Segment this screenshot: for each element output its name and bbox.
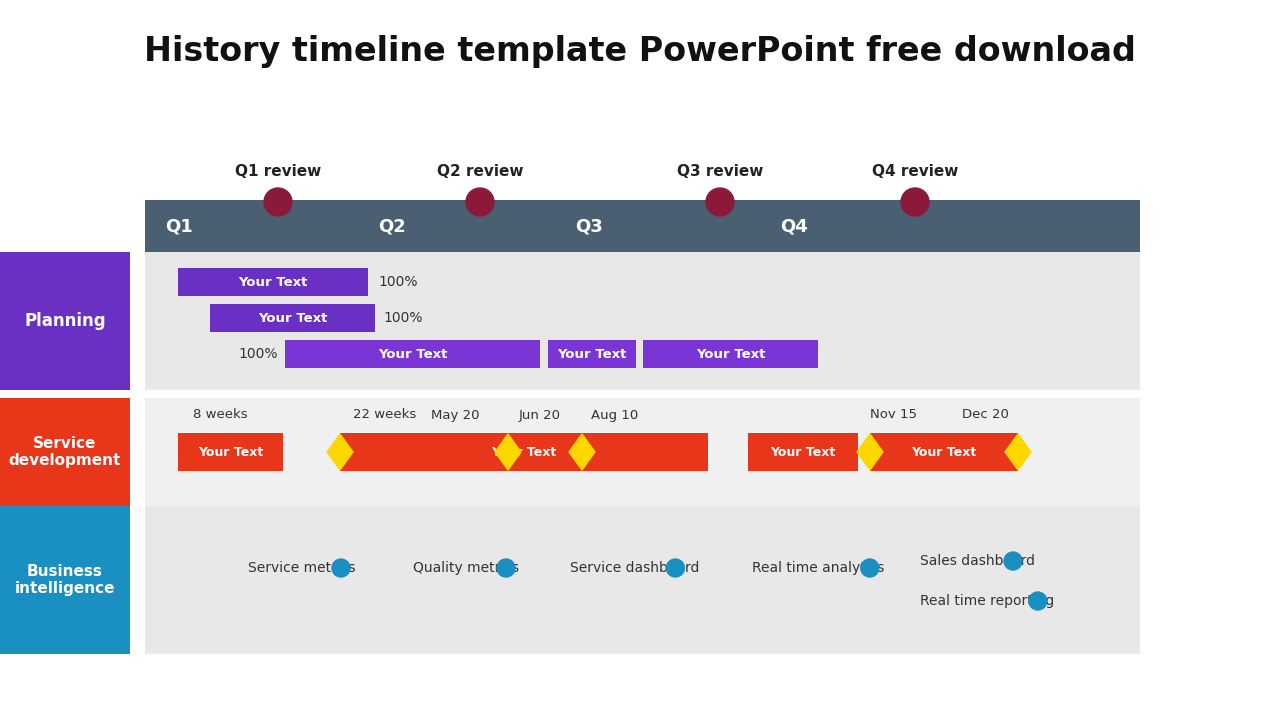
Text: Your Text: Your Text bbox=[696, 348, 765, 361]
Text: Q2: Q2 bbox=[378, 217, 406, 235]
Circle shape bbox=[1004, 552, 1021, 570]
Text: Sales dashboard: Sales dashboard bbox=[920, 554, 1036, 568]
Text: Your Text: Your Text bbox=[492, 446, 557, 459]
Polygon shape bbox=[326, 434, 353, 470]
Text: Your Text: Your Text bbox=[238, 276, 307, 289]
FancyBboxPatch shape bbox=[178, 433, 283, 471]
Polygon shape bbox=[570, 434, 595, 470]
Text: 100%: 100% bbox=[378, 275, 417, 289]
FancyBboxPatch shape bbox=[285, 340, 540, 368]
Text: Q3: Q3 bbox=[575, 217, 603, 235]
FancyBboxPatch shape bbox=[0, 252, 131, 390]
Circle shape bbox=[901, 188, 929, 216]
Polygon shape bbox=[1005, 434, 1030, 470]
Circle shape bbox=[332, 559, 349, 577]
Circle shape bbox=[466, 188, 494, 216]
Circle shape bbox=[667, 559, 685, 577]
Text: Service metrics: Service metrics bbox=[248, 561, 356, 575]
FancyBboxPatch shape bbox=[548, 340, 636, 368]
Text: Your Text: Your Text bbox=[557, 348, 627, 361]
Text: 8 weeks: 8 weeks bbox=[193, 408, 247, 421]
Text: Q1: Q1 bbox=[165, 217, 193, 235]
Text: Q2 review: Q2 review bbox=[436, 164, 524, 179]
Text: Your Text: Your Text bbox=[771, 446, 836, 459]
FancyBboxPatch shape bbox=[643, 340, 818, 368]
Text: Q4 review: Q4 review bbox=[872, 164, 959, 179]
FancyBboxPatch shape bbox=[145, 200, 1140, 252]
FancyBboxPatch shape bbox=[870, 433, 1018, 471]
Polygon shape bbox=[858, 434, 883, 470]
FancyBboxPatch shape bbox=[145, 252, 1140, 390]
Text: Service
development: Service development bbox=[9, 436, 122, 468]
Text: Your Text: Your Text bbox=[378, 348, 447, 361]
Text: Q1 review: Q1 review bbox=[234, 164, 321, 179]
Text: Planning: Planning bbox=[24, 312, 106, 330]
Text: Q4: Q4 bbox=[780, 217, 808, 235]
Circle shape bbox=[264, 188, 292, 216]
FancyBboxPatch shape bbox=[748, 433, 858, 471]
Text: Your Text: Your Text bbox=[257, 312, 328, 325]
Circle shape bbox=[497, 559, 515, 577]
FancyBboxPatch shape bbox=[340, 433, 708, 471]
Text: Real time reporting: Real time reporting bbox=[920, 594, 1055, 608]
Text: Real time analytics: Real time analytics bbox=[753, 561, 884, 575]
Text: 22 weeks: 22 weeks bbox=[353, 408, 416, 421]
Polygon shape bbox=[495, 434, 521, 470]
FancyBboxPatch shape bbox=[178, 268, 369, 296]
Text: Jun 20: Jun 20 bbox=[518, 408, 561, 421]
FancyBboxPatch shape bbox=[145, 506, 1140, 654]
Text: Business
intelligence: Business intelligence bbox=[15, 564, 115, 596]
Text: History timeline template PowerPoint free download: History timeline template PowerPoint fre… bbox=[145, 35, 1135, 68]
FancyBboxPatch shape bbox=[0, 398, 131, 506]
Circle shape bbox=[1029, 592, 1047, 610]
Text: Nov 15: Nov 15 bbox=[869, 408, 916, 421]
Text: May 20: May 20 bbox=[431, 408, 479, 421]
Circle shape bbox=[860, 559, 879, 577]
Text: Your Text: Your Text bbox=[911, 446, 977, 459]
Circle shape bbox=[707, 188, 733, 216]
Text: Quality metrics: Quality metrics bbox=[413, 561, 518, 575]
FancyBboxPatch shape bbox=[145, 398, 1140, 506]
Text: Q3 review: Q3 review bbox=[677, 164, 763, 179]
FancyBboxPatch shape bbox=[0, 506, 131, 654]
Text: Dec 20: Dec 20 bbox=[961, 408, 1009, 421]
Text: Service dashboard: Service dashboard bbox=[570, 561, 699, 575]
FancyBboxPatch shape bbox=[210, 304, 375, 332]
Text: Your Text: Your Text bbox=[198, 446, 264, 459]
Text: Aug 10: Aug 10 bbox=[591, 408, 639, 421]
Text: 100%: 100% bbox=[383, 311, 422, 325]
Text: 100%: 100% bbox=[238, 347, 278, 361]
